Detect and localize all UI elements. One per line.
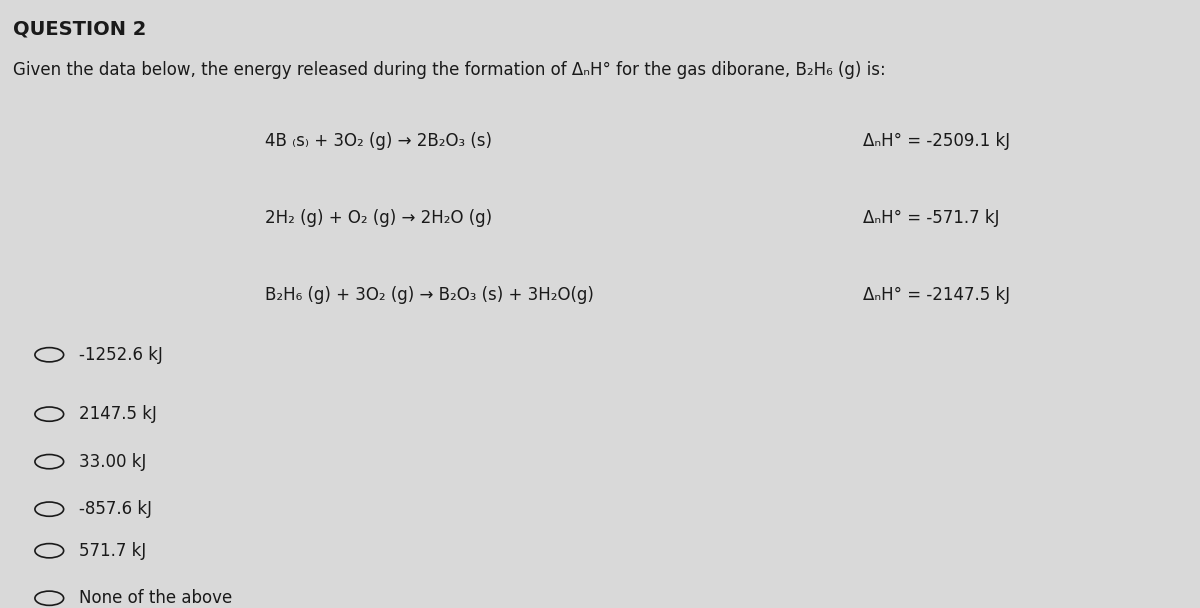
Text: ΔₙH° = -571.7 kJ: ΔₙH° = -571.7 kJ xyxy=(863,209,1000,227)
Text: B₂H₆ (g) + 3O₂ (g) → B₂O₃ (s) + 3H₂O(g): B₂H₆ (g) + 3O₂ (g) → B₂O₃ (s) + 3H₂O(g) xyxy=(265,286,594,305)
Text: 4B ₍s₎ + 3O₂ (g) → 2B₂O₃ (s): 4B ₍s₎ + 3O₂ (g) → 2B₂O₃ (s) xyxy=(265,132,492,150)
Text: Given the data below, the energy released during the formation of ΔₙH° for the g: Given the data below, the energy release… xyxy=(13,61,886,79)
Text: None of the above: None of the above xyxy=(79,589,233,607)
Text: ΔₙH° = -2509.1 kJ: ΔₙH° = -2509.1 kJ xyxy=(863,132,1010,150)
Text: 33.00 kJ: 33.00 kJ xyxy=(79,452,146,471)
Text: QUESTION 2: QUESTION 2 xyxy=(13,19,146,38)
Text: 2147.5 kJ: 2147.5 kJ xyxy=(79,405,157,423)
Text: ΔₙH° = -2147.5 kJ: ΔₙH° = -2147.5 kJ xyxy=(863,286,1010,305)
Text: 571.7 kJ: 571.7 kJ xyxy=(79,542,146,560)
Text: -1252.6 kJ: -1252.6 kJ xyxy=(79,346,163,364)
Text: -857.6 kJ: -857.6 kJ xyxy=(79,500,152,518)
Text: 2H₂ (g) + O₂ (g) → 2H₂O (g): 2H₂ (g) + O₂ (g) → 2H₂O (g) xyxy=(265,209,492,227)
